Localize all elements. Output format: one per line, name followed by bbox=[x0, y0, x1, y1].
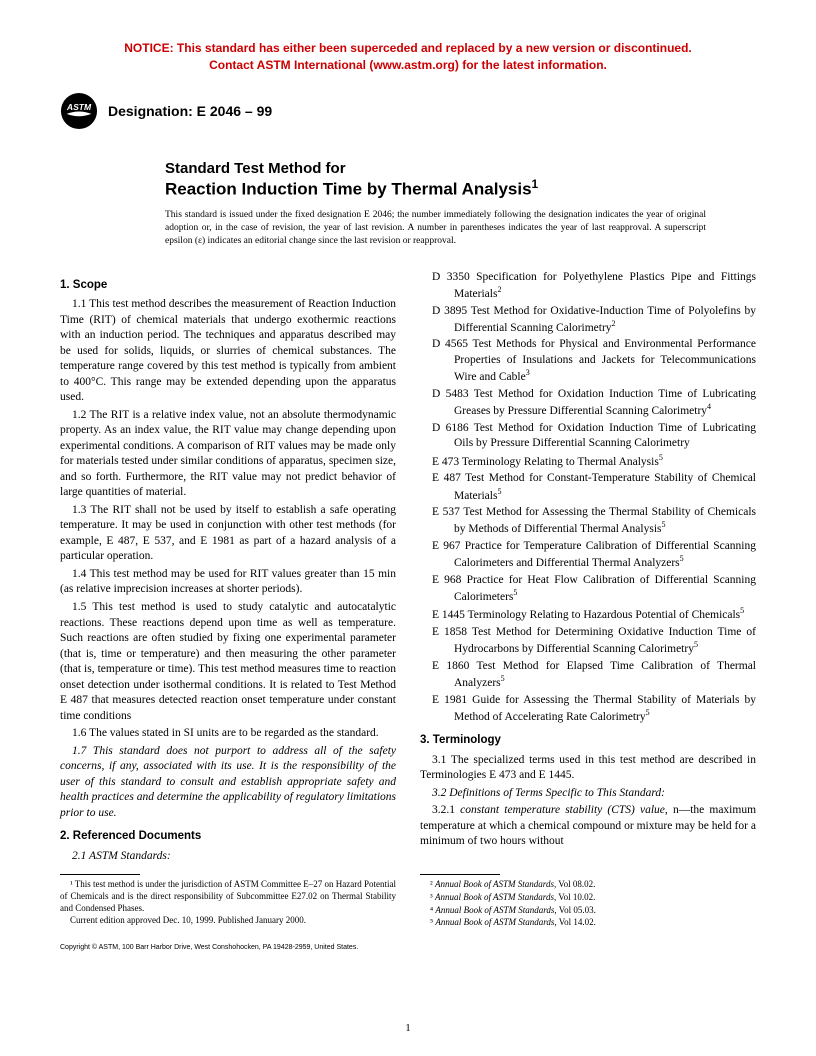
section-head-terminology: 3. Terminology bbox=[420, 733, 756, 749]
footnote-rule-right bbox=[420, 874, 500, 875]
footnote-rule-left bbox=[60, 874, 140, 875]
ref-item: E 537 Test Method for Assessing the Ther… bbox=[420, 505, 756, 538]
issuance-note: This standard is issued under the fixed … bbox=[165, 209, 706, 247]
ref-item: D 3350 Specification for Polyethylene Pl… bbox=[420, 270, 756, 303]
ref-item: D 5483 Test Method for Oxidation Inducti… bbox=[420, 387, 756, 420]
ref-item: E 1445 Terminology Relating to Hazardous… bbox=[420, 606, 756, 623]
page-number: 1 bbox=[0, 1022, 816, 1034]
notice-line1: NOTICE: This standard has either been su… bbox=[60, 40, 756, 57]
footnote-1: ¹ This test method is under the jurisdic… bbox=[60, 879, 396, 914]
para-1-2: 1.2 The RIT is a relative index value, n… bbox=[60, 408, 396, 501]
para-1-6: 1.6 The values stated in SI units are to… bbox=[60, 726, 396, 742]
notice-line2: Contact ASTM International (www.astm.org… bbox=[60, 57, 756, 74]
footnote-3: ³ Annual Book of ASTM Standards, Vol 10.… bbox=[420, 892, 756, 904]
ref-item: E 487 Test Method for Constant-Temperatu… bbox=[420, 471, 756, 504]
ref-item: D 6186 Test Method for Oxidation Inducti… bbox=[420, 421, 756, 452]
footnote-2: ² Annual Book of ASTM Standards, Vol 08.… bbox=[420, 879, 756, 891]
para-3-1: 3.1 The specialized terms used in this t… bbox=[420, 753, 756, 784]
footnotes: ¹ This test method is under the jurisdic… bbox=[60, 874, 756, 930]
ref-item: D 3895 Test Method for Oxidative-Inducti… bbox=[420, 304, 756, 337]
notice-banner: NOTICE: This standard has either been su… bbox=[60, 40, 756, 74]
title-line1: Standard Test Method for bbox=[165, 160, 756, 177]
footnote-5: ⁵ Annual Book of ASTM Standards, Vol 14.… bbox=[420, 917, 756, 929]
ref-item: E 967 Practice for Temperature Calibrati… bbox=[420, 539, 756, 572]
para-1-7: 1.7 This standard does not purport to ad… bbox=[60, 744, 396, 822]
ref-item: E 1981 Guide for Assessing the Thermal S… bbox=[420, 693, 756, 726]
para-3-2: 3.2 Definitions of Terms Specific to Thi… bbox=[420, 786, 756, 802]
ref-list: D 3350 Specification for Polyethylene Pl… bbox=[420, 270, 756, 726]
ref-item: E 968 Practice for Heat Flow Calibration… bbox=[420, 573, 756, 606]
section-head-refdocs: 2. Referenced Documents bbox=[60, 829, 396, 845]
para-3-2-1: 3.2.1 constant temperature stability (CT… bbox=[420, 803, 756, 850]
refdocs-sub: 2.1 ASTM Standards: bbox=[60, 849, 396, 865]
ref-item: E 1858 Test Method for Determining Oxida… bbox=[420, 625, 756, 658]
para-1-4: 1.4 This test method may be used for RIT… bbox=[60, 567, 396, 598]
designation-row: ASTM Designation: E 2046 – 99 bbox=[60, 92, 756, 130]
title-block: Standard Test Method for Reaction Induct… bbox=[165, 160, 756, 200]
ref-item: D 4565 Test Methods for Physical and Env… bbox=[420, 337, 756, 385]
title-line2: Reaction Induction Time by Thermal Analy… bbox=[165, 177, 756, 200]
para-1-5: 1.5 This test method is used to study ca… bbox=[60, 600, 396, 724]
para-1-1: 1.1 This test method describes the measu… bbox=[60, 297, 396, 406]
copyright: Copyright © ASTM, 100 Barr Harbor Drive,… bbox=[60, 944, 756, 951]
ref-item: E 1860 Test Method for Elapsed Time Cali… bbox=[420, 659, 756, 692]
ref-item: E 473 Terminology Relating to Thermal An… bbox=[420, 453, 756, 470]
designation-text: Designation: E 2046 – 99 bbox=[108, 103, 272, 119]
section-head-scope: 1. Scope bbox=[60, 278, 396, 294]
para-1-3: 1.3 The RIT shall not be used by itself … bbox=[60, 503, 396, 565]
footnote-1b: Current edition approved Dec. 10, 1999. … bbox=[60, 915, 396, 927]
astm-logo-icon: ASTM bbox=[60, 92, 98, 130]
body-columns: 1. Scope 1.1 This test method describes … bbox=[60, 270, 756, 867]
footnote-4: ⁴ Annual Book of ASTM Standards, Vol 05.… bbox=[420, 905, 756, 917]
svg-text:ASTM: ASTM bbox=[66, 102, 92, 112]
